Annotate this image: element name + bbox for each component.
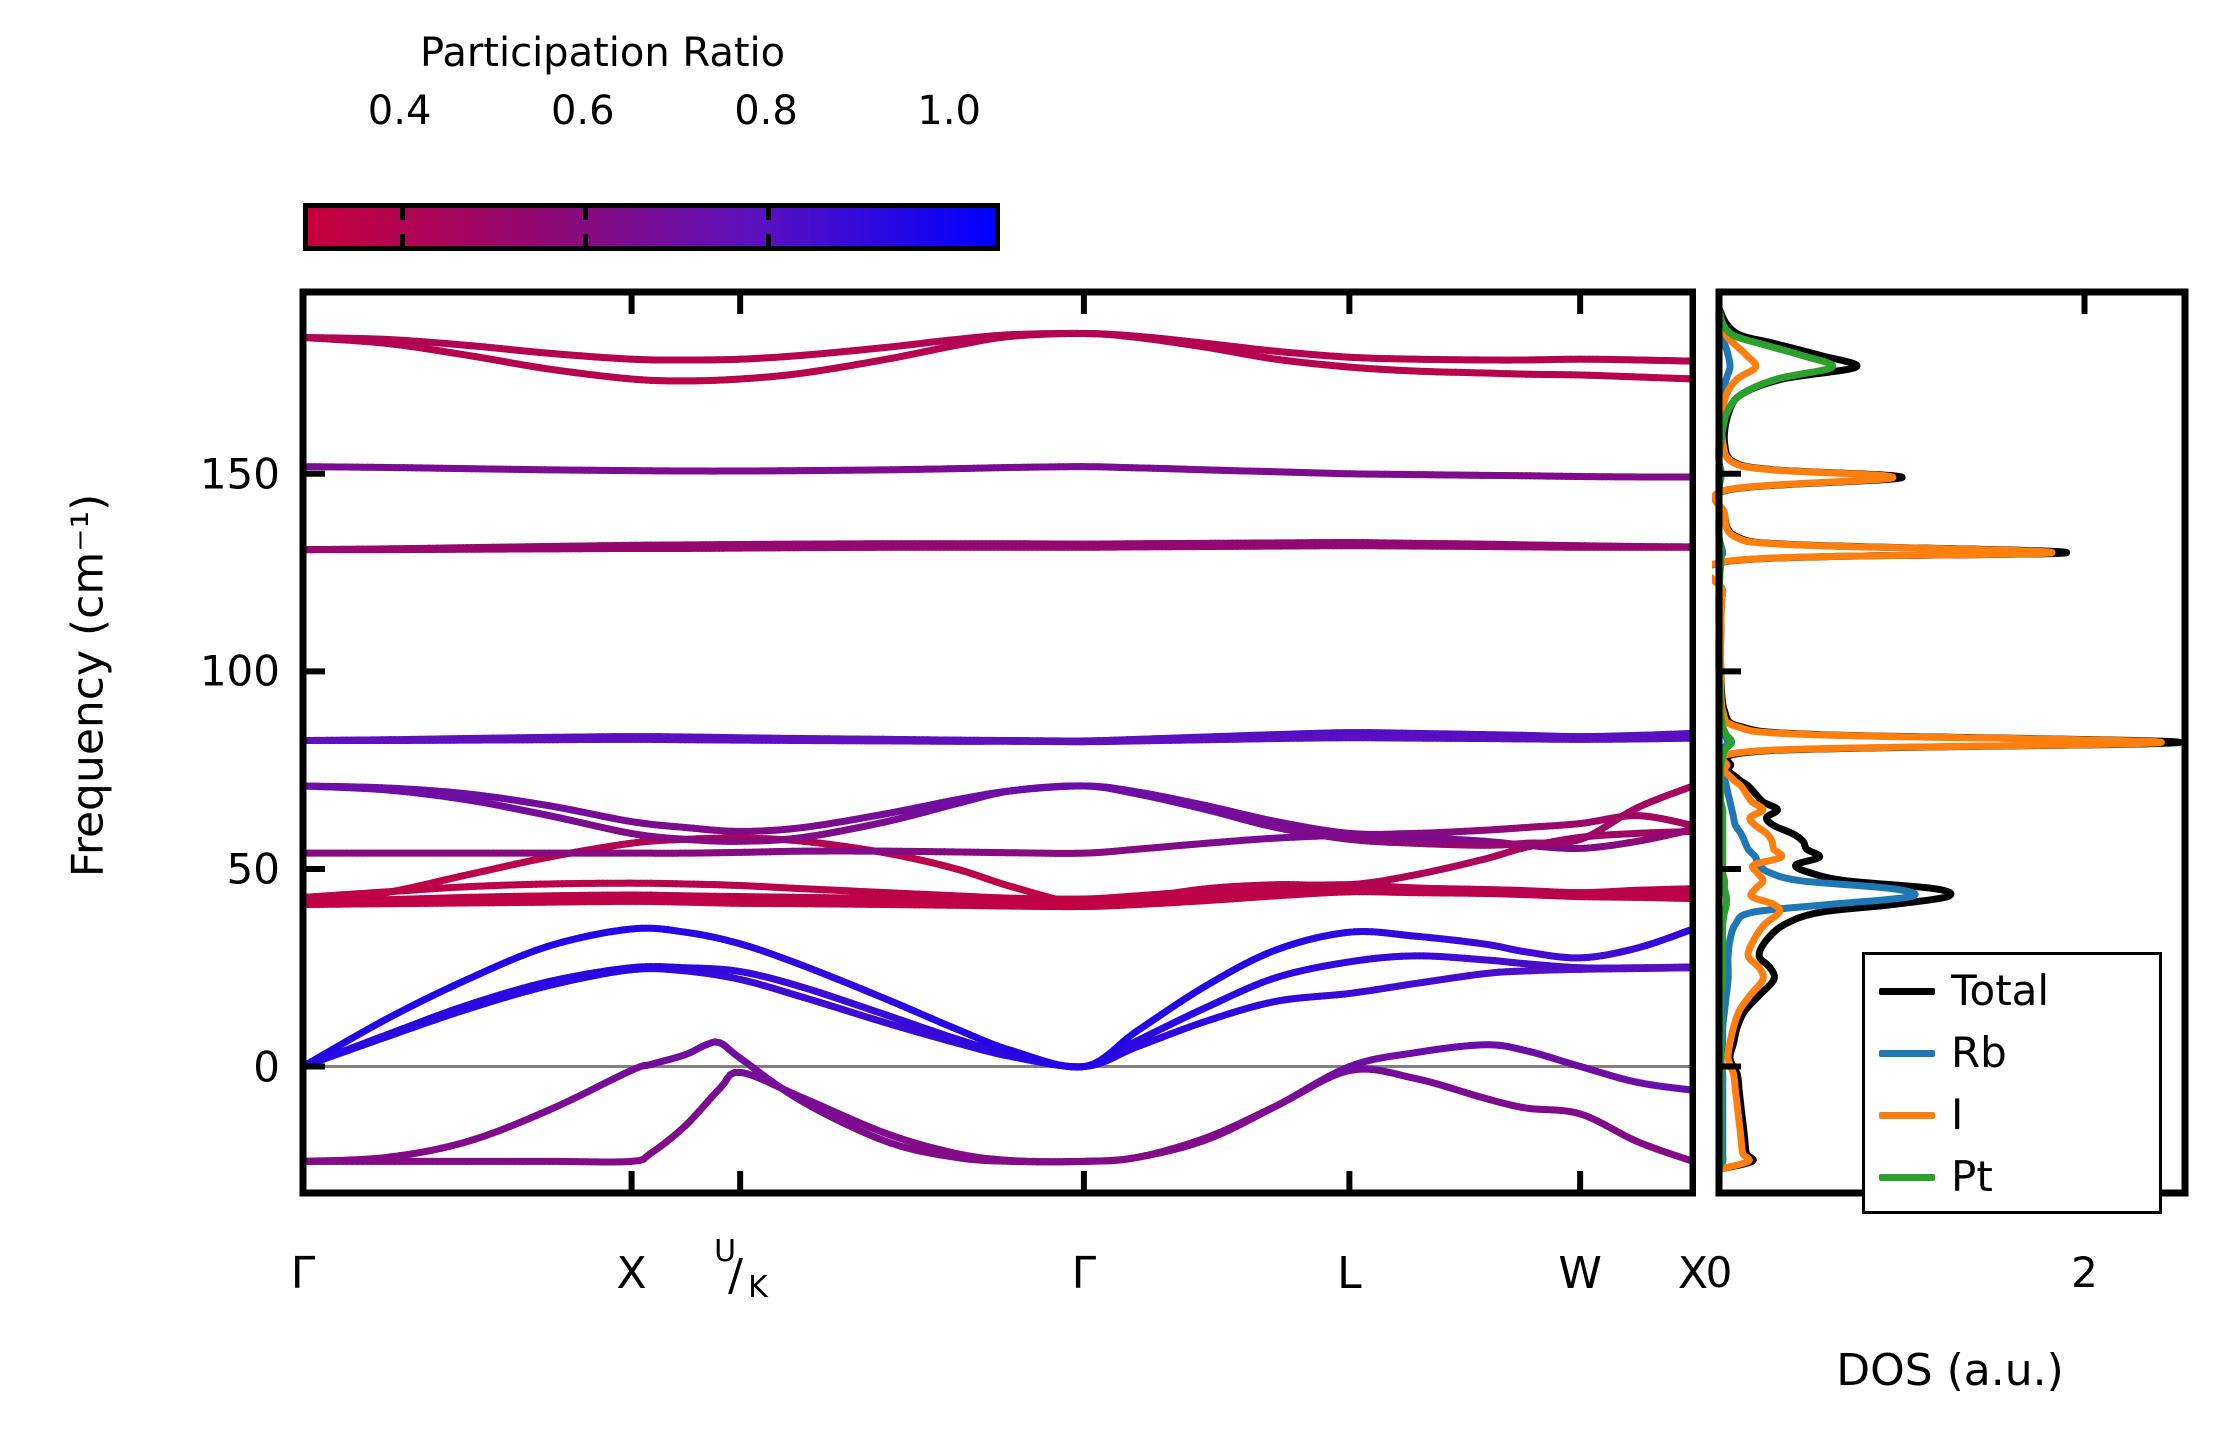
frequency-axis-label: Frequency (cm⁻¹) [62, 493, 114, 878]
band-curve [299, 952, 1696, 1071]
colorbar-tick-label: 0.6 [550, 88, 615, 134]
band-curve [299, 825, 1696, 857]
colorbar-tick-label: 0.8 [734, 88, 798, 134]
band-structure-plot [299, 288, 1696, 1197]
y-tick-label: 100 [199, 646, 280, 696]
band-curve [299, 734, 1696, 746]
colorbar [303, 203, 1000, 251]
colorbar-title: Participation Ratio [420, 30, 786, 76]
band-curve [299, 782, 1696, 849]
y-tick-label: 150 [199, 449, 280, 499]
colorbar-tick [766, 208, 771, 220]
band-curve [299, 1065, 1696, 1166]
y-tick-label: 0 [253, 1042, 280, 1092]
colorbar-tick-label: 0.4 [367, 88, 432, 134]
y-tick-label: 50 [226, 844, 280, 894]
colorbar-tick-label: 1.0 [917, 88, 981, 134]
band-curve [299, 924, 1696, 1071]
colorbar-tick [399, 208, 405, 220]
colorbar-tick [399, 234, 405, 246]
band-curve [299, 1038, 1696, 1166]
colorbar-gradient [308, 208, 995, 246]
colorbar-tick [766, 234, 771, 246]
colorbar-tick [582, 208, 588, 220]
band-curves [299, 329, 1696, 1166]
colorbar-tick [582, 234, 588, 246]
